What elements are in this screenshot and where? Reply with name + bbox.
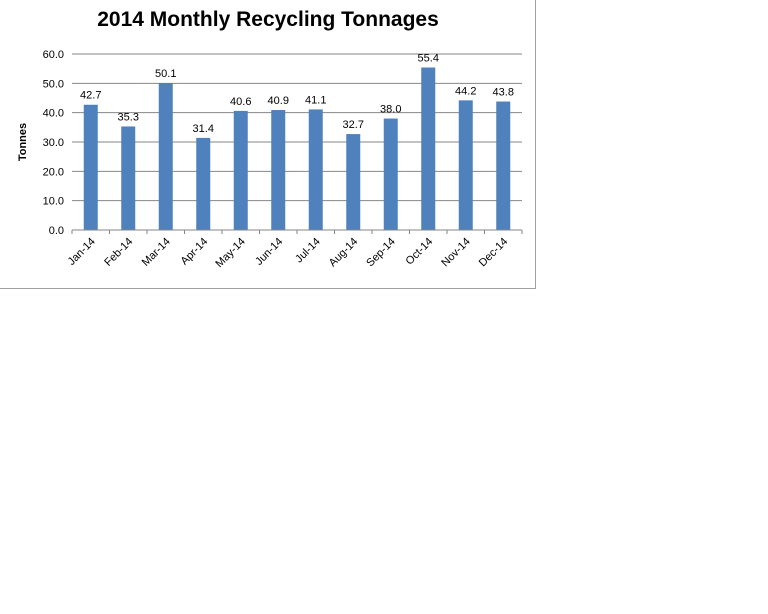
bar bbox=[271, 110, 286, 230]
y-tick-label: 50.0 bbox=[43, 78, 64, 90]
bar bbox=[83, 104, 98, 230]
x-tick-label: Jul-14 bbox=[293, 236, 323, 266]
data-label: 32.7 bbox=[343, 119, 364, 131]
data-label: 40.9 bbox=[268, 95, 289, 107]
bar bbox=[158, 83, 173, 230]
y-tick-label: 20.0 bbox=[43, 166, 64, 178]
data-label: 41.1 bbox=[305, 94, 326, 106]
x-tick-label: Mar-14 bbox=[140, 236, 173, 269]
data-label: 31.4 bbox=[193, 123, 214, 135]
x-tick-label: Apr-14 bbox=[179, 236, 211, 268]
y-tick-label: 30.0 bbox=[43, 137, 64, 149]
x-tick-label: Dec-14 bbox=[477, 236, 511, 270]
data-labels: 42.7 35.3 50.1 31.4 40.6 40.9 41.1 32.7 38.0 55.4… bbox=[80, 52, 514, 134]
y-axis-title: Tonnes bbox=[17, 123, 29, 161]
y-tick-label: 0.0 bbox=[49, 225, 64, 237]
bar bbox=[308, 109, 323, 230]
bar bbox=[383, 118, 398, 230]
data-label: 43.8 bbox=[493, 87, 514, 99]
data-label: 50.1 bbox=[155, 68, 176, 80]
data-label: 35.3 bbox=[118, 111, 139, 123]
data-label: 55.4 bbox=[418, 52, 439, 64]
bar bbox=[421, 67, 436, 230]
x-tick-label: Nov-14 bbox=[439, 236, 473, 270]
x-tick-label: Feb-14 bbox=[102, 236, 135, 269]
data-label: 38.0 bbox=[380, 104, 401, 116]
bar bbox=[233, 110, 248, 230]
data-label: 44.2 bbox=[455, 85, 476, 97]
y-tick-label: 40.0 bbox=[43, 108, 64, 120]
x-tick-label: Aug-14 bbox=[327, 236, 361, 270]
y-tick-label: 10.0 bbox=[43, 196, 64, 208]
chart-title: 2014 Monthly Recycling Tonnages bbox=[97, 8, 439, 31]
bar bbox=[196, 137, 211, 230]
bars bbox=[83, 67, 511, 231]
bar bbox=[346, 134, 361, 230]
x-axis-labels: Jan-14 Feb-14 Mar-14 Apr-14 May-14 Jun-14 Jul-… bbox=[66, 230, 523, 270]
data-label: 40.6 bbox=[230, 96, 251, 108]
gridlines bbox=[72, 53, 522, 202]
x-tick-label: May-14 bbox=[213, 236, 247, 270]
x-tick-label: Sep-14 bbox=[364, 236, 398, 270]
data-label: 42.7 bbox=[80, 90, 101, 102]
y-tick-label: 60.0 bbox=[43, 49, 64, 61]
chart-area: 2014 Monthly Recycling Tonnages 0.0 10.0 2… bbox=[0, 0, 536, 289]
x-tick-label: Jun-14 bbox=[253, 236, 285, 268]
bar bbox=[458, 100, 473, 230]
bar bbox=[121, 126, 136, 230]
x-tick-label: Oct-14 bbox=[404, 236, 436, 268]
bar bbox=[496, 101, 511, 231]
y-axis-ticks: 0.0 10.0 20.0 30.0 40.0 50.0 60.0 bbox=[43, 49, 64, 237]
bar-chart: 0.0 10.0 20.0 30.0 40.0 50.0 60.0 42.7 35.3 50.1… bbox=[17, 49, 523, 270]
x-tick-label: Jan-14 bbox=[66, 236, 98, 268]
